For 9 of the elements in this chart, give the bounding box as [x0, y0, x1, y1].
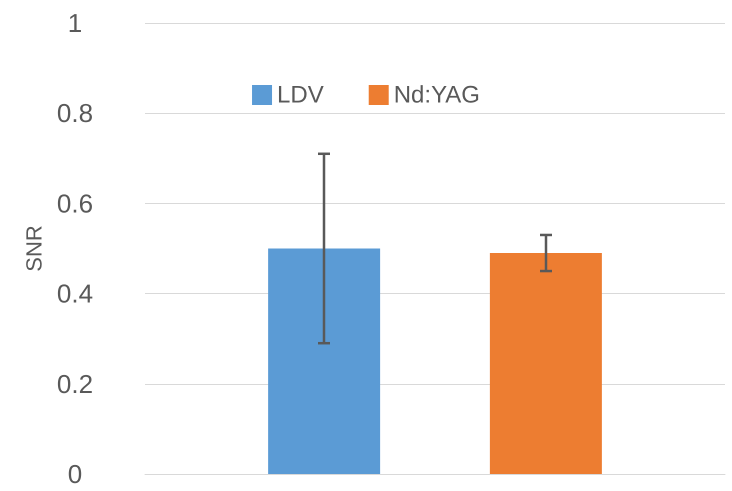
legend-label: LDV: [277, 82, 324, 108]
y-tick-label: 0.8: [56, 98, 94, 128]
y-tick-label: 0: [68, 459, 82, 489]
y-tick-label: 1: [68, 8, 82, 38]
legend-label: Nd:YAG: [394, 82, 480, 108]
y-tick-label: 0.4: [56, 278, 94, 309]
y-tick-label: 0.2: [56, 368, 94, 399]
y-tick-label: 0.6: [56, 188, 94, 218]
y-axis-title: SNR: [22, 225, 46, 272]
